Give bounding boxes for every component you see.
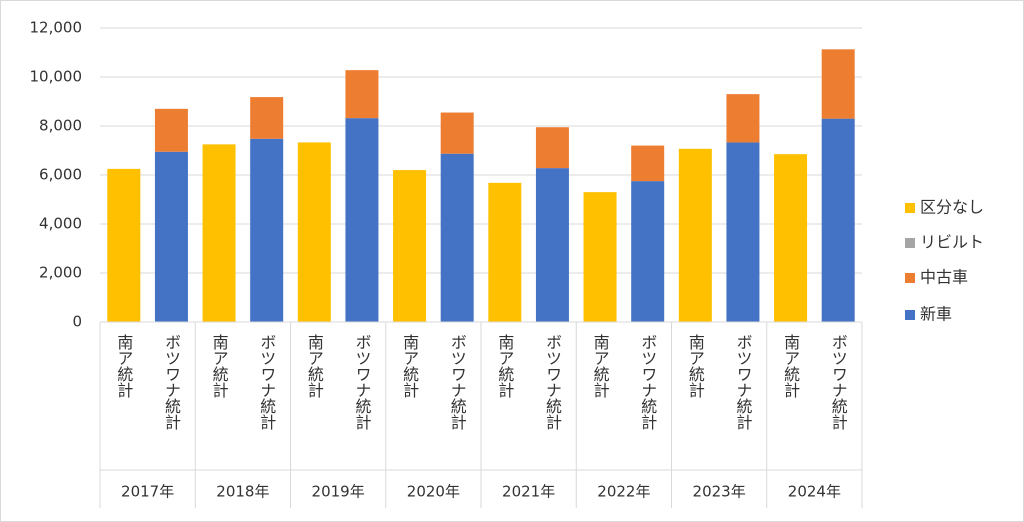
x-tick-label: ボツワナ統計 <box>638 334 657 430</box>
bar-segment <box>202 144 236 322</box>
group-label: 2024年 <box>788 483 841 501</box>
bar-segment <box>440 112 474 154</box>
bar-segment <box>726 142 760 322</box>
x-tick-label: 南ア統計 <box>114 334 133 398</box>
bar-segment <box>154 151 188 322</box>
legend-swatch <box>905 203 915 213</box>
bar-segment <box>107 168 141 322</box>
bar-segment <box>154 108 188 152</box>
bar-segment <box>250 138 284 322</box>
x-tick-label: 南ア統計 <box>495 334 514 398</box>
group-label: 2018年 <box>216 483 269 501</box>
y-tick-label: 12,000 <box>30 19 83 37</box>
bar-segment <box>535 168 569 322</box>
bar-segment <box>345 118 379 322</box>
bar-segment <box>726 94 760 143</box>
x-tick-label: ボツワナ統計 <box>733 334 752 430</box>
x-tick-label: ボツワナ統計 <box>162 334 181 430</box>
group-label: 2017年 <box>121 483 174 501</box>
x-tick-label: 南ア統計 <box>781 334 800 398</box>
bar-segment <box>393 170 427 322</box>
y-tick-label: 8,000 <box>39 117 82 135</box>
group-label: 2021年 <box>502 483 555 501</box>
x-tick-label: ボツワナ統計 <box>543 334 562 430</box>
legend-swatch <box>905 273 915 283</box>
x-tick-label: 南ア統計 <box>591 334 610 398</box>
bar-segment <box>821 49 855 119</box>
legend-label: リビルト <box>920 233 984 252</box>
legend-label: 中古車 <box>920 268 968 287</box>
bar-segment <box>488 182 522 322</box>
bar-segment <box>631 181 665 322</box>
x-tick-label: 南ア統計 <box>400 334 419 398</box>
bar-segment <box>535 127 569 169</box>
bar-segment <box>345 70 379 119</box>
bar-segment <box>297 142 331 322</box>
x-tick-label: 南ア統計 <box>305 334 324 398</box>
bar-segment <box>821 118 855 323</box>
x-tick-label: ボツワナ統計 <box>829 334 848 430</box>
legend-swatch <box>905 238 915 248</box>
group-label: 2019年 <box>312 483 365 501</box>
y-tick-label: 10,000 <box>30 68 83 86</box>
legend-swatch <box>905 310 915 320</box>
x-tick-label: 南ア統計 <box>686 334 705 398</box>
bar-segment <box>440 153 474 322</box>
y-tick-label: 6,000 <box>39 166 82 184</box>
group-label: 2020年 <box>407 483 460 501</box>
group-label: 2022年 <box>597 483 650 501</box>
bar-segment <box>250 97 284 139</box>
y-tick-label: 4,000 <box>39 215 82 233</box>
bar-segment <box>631 145 665 182</box>
bar-segment <box>583 192 617 322</box>
x-tick-label: ボツワナ統計 <box>257 334 276 430</box>
bar-segment <box>774 154 808 322</box>
bar-segment <box>678 148 712 322</box>
group-label: 2023年 <box>693 483 746 501</box>
x-tick-label: 南ア統計 <box>210 334 229 398</box>
x-tick-label: ボツワナ統計 <box>448 334 467 430</box>
y-tick-label: 0 <box>72 313 82 331</box>
x-tick-label: ボツワナ統計 <box>352 334 371 430</box>
legend-label: 新車 <box>920 305 952 324</box>
y-tick-label: 2,000 <box>39 264 82 282</box>
legend-label: 区分なし <box>920 198 984 217</box>
